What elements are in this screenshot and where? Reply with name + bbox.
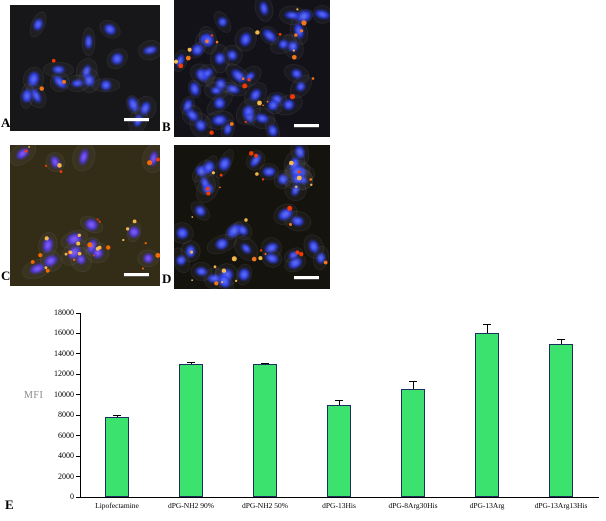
error-bar-cap	[557, 338, 565, 340]
y-axis-label: MFI	[24, 390, 44, 401]
category-label: Lipofectamine	[95, 501, 139, 510]
y-tick-label: 0	[70, 492, 74, 501]
error-bar-cap	[261, 362, 269, 364]
error-bar-cap	[483, 324, 491, 326]
error-bar-cap	[335, 399, 343, 401]
error-bar	[560, 339, 562, 344]
error-bar	[338, 400, 340, 405]
micrograph-panel-c	[10, 145, 160, 286]
micrograph-image	[10, 5, 160, 131]
scale-bar	[124, 273, 149, 277]
category-label: dPG-8Arg30His	[388, 501, 438, 510]
error-bar-cap	[113, 415, 121, 417]
error-bar-cap	[187, 362, 195, 364]
y-tick-mark	[76, 455, 80, 457]
error-bar	[486, 324, 488, 334]
panel-label-d: D	[162, 271, 172, 286]
y-tick-label: 12000	[54, 369, 74, 379]
scale-bar	[294, 276, 319, 280]
y-tick-mark	[76, 476, 80, 478]
y-tick-mark	[76, 394, 80, 396]
bar	[179, 364, 203, 497]
y-tick-mark	[76, 312, 80, 314]
bar	[549, 343, 573, 497]
error-bar	[264, 363, 266, 365]
panel-label-b: B	[162, 119, 171, 134]
y-tick-label: 18000	[54, 308, 74, 317]
bar	[401, 388, 425, 497]
y-tick-label: 10000	[54, 389, 74, 399]
bar	[105, 417, 129, 497]
y-tick-label: 2000	[58, 471, 74, 481]
y-tick-label: 4000	[58, 451, 74, 461]
bar	[253, 364, 277, 497]
micrograph-image	[174, 0, 330, 137]
micrograph-image	[10, 145, 160, 286]
category-label: dPG-NH2 50%	[241, 501, 289, 510]
mfi-bar-chart: MFI 0 2000 4000 6000 8000 10000 12000 14000 1600…	[0, 300, 606, 521]
y-tick-mark	[76, 373, 80, 375]
y-tick-label: 8000	[58, 410, 74, 420]
panel-label-e: E	[5, 497, 14, 512]
error-bar-cap	[409, 380, 417, 382]
bar	[475, 333, 499, 497]
y-tick-mark	[76, 353, 80, 355]
y-tick-label: 14000	[54, 348, 74, 358]
y-tick-label: 6000	[58, 430, 74, 440]
error-bar	[412, 381, 414, 389]
y-tick-mark	[76, 496, 80, 498]
y-tick-mark	[76, 435, 80, 437]
y-tick-label: 16000	[54, 328, 74, 338]
micrograph-panel-a	[10, 5, 160, 131]
scale-bar	[294, 124, 319, 128]
error-bar	[116, 415, 118, 418]
panel-label-a: A	[1, 115, 11, 130]
category-label: dPG-13Arg	[469, 501, 505, 510]
error-bar	[190, 362, 192, 365]
micrograph-image	[174, 145, 330, 289]
y-tick-mark	[76, 414, 80, 416]
bar	[327, 405, 351, 497]
category-label: dPG-NH2 90%	[167, 501, 215, 510]
micrograph-panel-b	[174, 0, 330, 137]
panel-label-c: C	[1, 268, 11, 283]
scale-bar	[124, 118, 149, 122]
y-tick-mark	[76, 332, 80, 334]
micrograph-panel-d	[174, 145, 330, 289]
plot-area	[80, 313, 599, 498]
category-label: dPG-13His	[322, 501, 356, 510]
category-label: dPG-13Arg13His	[534, 501, 588, 510]
